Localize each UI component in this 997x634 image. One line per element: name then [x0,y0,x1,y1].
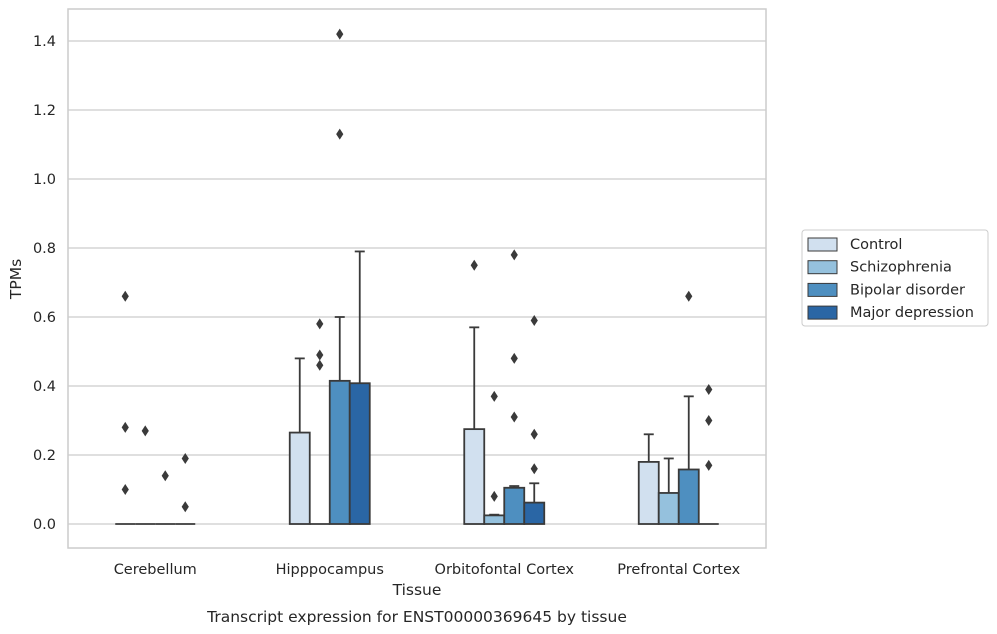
outlier-point [121,484,129,495]
outlier-point [490,490,498,502]
outlier-point [705,459,713,471]
outlier-point [470,259,478,271]
outlier-point [316,359,324,371]
outlier-point [530,428,538,440]
legend: Control Schizophrenia Bipolar disorder Majo… [801,229,989,327]
legend-swatch [807,282,838,297]
y-tick-label: 0.6 [33,310,56,326]
x-tick-label: Hipppocampus [276,562,384,578]
x-tick-label: Cerebellum [114,562,197,578]
outlier-point [510,411,518,423]
outlier-point [705,383,713,395]
bars [115,379,719,525]
outlier-point [510,352,518,364]
legend-frame [801,229,989,327]
legend-label: Major depression [850,305,974,321]
outlier-point [121,421,129,433]
bar [483,514,506,525]
outlier-point [336,28,344,40]
error-bars [294,250,694,516]
outlier-point [141,425,149,437]
outlier-point [490,390,498,402]
outlier-point [685,290,693,302]
outlier-point [181,501,189,513]
bar [328,379,351,525]
x-axis-ticks: Cerebellum Hipppocampus Orbitofontal Corte… [114,562,741,578]
outlier-point [121,290,129,302]
y-tick-label: 0.8 [33,241,56,257]
outlier-point [705,415,713,426]
y-tick-label: 0.0 [33,517,56,533]
legend-swatch [807,305,838,320]
outlier-point [181,452,189,464]
legend-swatch [807,237,838,252]
x-tick-label: Prefrontal Cortex [617,562,740,578]
legend-label: Schizophrenia [850,260,952,276]
bar [288,431,311,525]
outlier-point [530,314,538,326]
bar [503,486,526,525]
bar [523,501,546,525]
y-tick-label: 1.2 [33,103,56,119]
outlier-point [316,318,324,330]
bar [677,468,700,525]
y-tick-label: 1.0 [33,172,56,188]
bar [657,492,680,525]
chart-caption: Transcript expression for ENST0000036964… [206,608,627,626]
outlier-point [530,463,538,475]
bar [637,460,660,525]
y-tick-label: 1.4 [33,34,56,50]
outliers [121,28,713,513]
outlier-point [161,470,169,482]
outlier-point [510,249,518,261]
y-tick-label: 0.4 [33,379,56,395]
bar [463,428,486,525]
outlier-point [336,128,344,140]
legend-label: Control [850,237,902,253]
y-axis-ticks: 0.0 0.2 0.4 0.6 0.8 1.0 1.2 1.4 [33,34,56,533]
legend-label: Bipolar disorder [850,282,965,298]
outlier-point [316,349,324,361]
x-tick-label: Orbitofontal Cortex [435,562,575,578]
y-axis-title: TPMs [7,259,25,300]
bar [348,382,371,525]
y-tick-label: 0.2 [33,448,56,464]
plot-frame [67,8,767,549]
legend-swatch [807,260,838,275]
gridlines [68,40,766,525]
x-axis-title: Tissue [392,581,442,599]
